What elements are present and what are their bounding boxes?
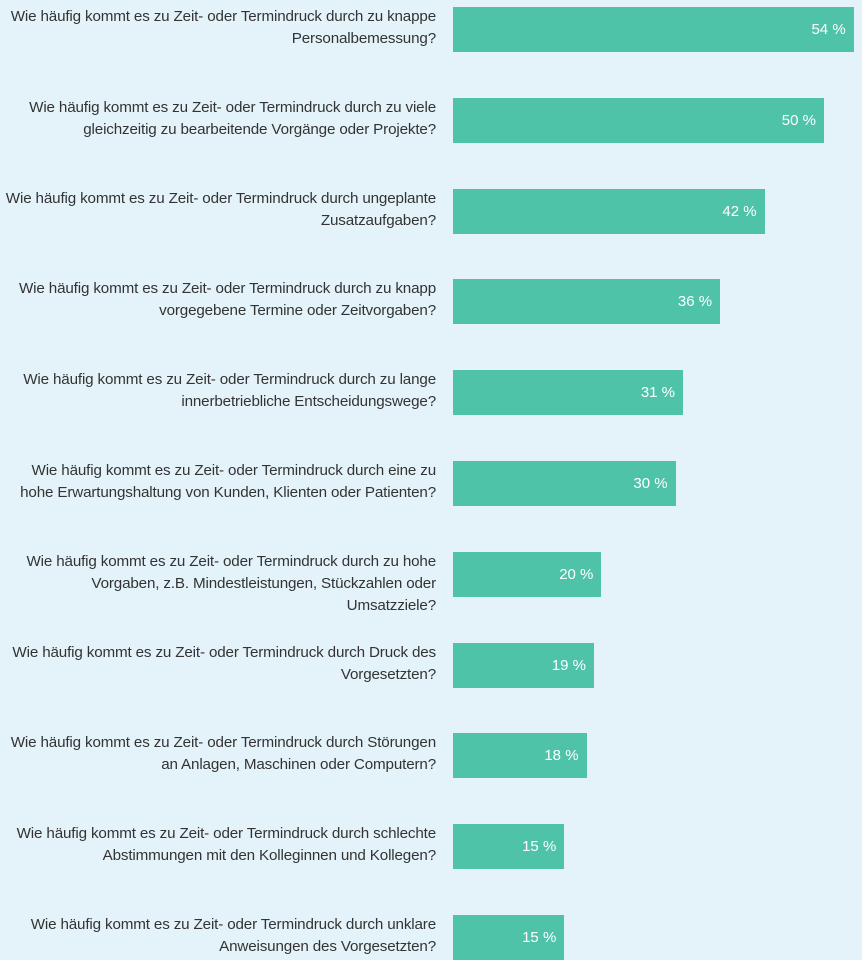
value-label: 19 % [551, 656, 586, 674]
value-label: 42 % [722, 202, 757, 220]
bar: 31 % [453, 370, 684, 416]
category-label: Wie häufig kommt es zu Zeit- oder Termin… [26, 552, 436, 614]
bar: 20 % [453, 551, 602, 597]
value-label: 31 % [640, 384, 676, 402]
bar: 50 % [453, 97, 824, 143]
value-label: 18 % [544, 747, 579, 765]
category-label: Wie häufig kommt es zu Zeit- oder Termin… [29, 98, 436, 138]
value-label: 30 % [633, 475, 668, 492]
category-label: Wie häufig kommt es zu Zeit- oder Termin… [10, 734, 436, 774]
bar: 42 % [453, 188, 765, 234]
bar: 19 % [453, 642, 594, 688]
category-label: Wie häufig kommt es zu Zeit- oder Termin… [12, 643, 436, 683]
bar: 36 % [453, 279, 721, 325]
bar: 15 % [453, 824, 565, 870]
category-label: Wie häufig kommt es zu Zeit- oder Termin… [20, 462, 436, 501]
value-label: 15 % [522, 929, 557, 946]
category-label: Wie häufig kommt es zu Zeit- oder Termin… [23, 371, 436, 411]
bar: 54 % [453, 7, 854, 52]
bar: 15 % [453, 915, 565, 960]
category-label: Wie häufig kommt es zu Zeit- oder Termin… [16, 825, 437, 865]
value-label: 50 % [781, 111, 816, 129]
value-label: 54 % [811, 21, 846, 38]
category-label: Wie häufig kommt es zu Zeit- oder Termin… [5, 189, 436, 229]
category-label: Wie häufig kommt es zu Zeit- oder Termin… [10, 8, 436, 47]
category-label: Wie häufig kommt es zu Zeit- oder Termin… [30, 916, 436, 955]
value-label: 36 % [677, 293, 713, 311]
bar: 30 % [453, 461, 676, 506]
bar: 18 % [453, 733, 587, 779]
value-label: 20 % [559, 565, 594, 583]
value-label: 15 % [522, 838, 557, 856]
category-label: Wie häufig kommt es zu Zeit- oder Termin… [19, 280, 436, 320]
